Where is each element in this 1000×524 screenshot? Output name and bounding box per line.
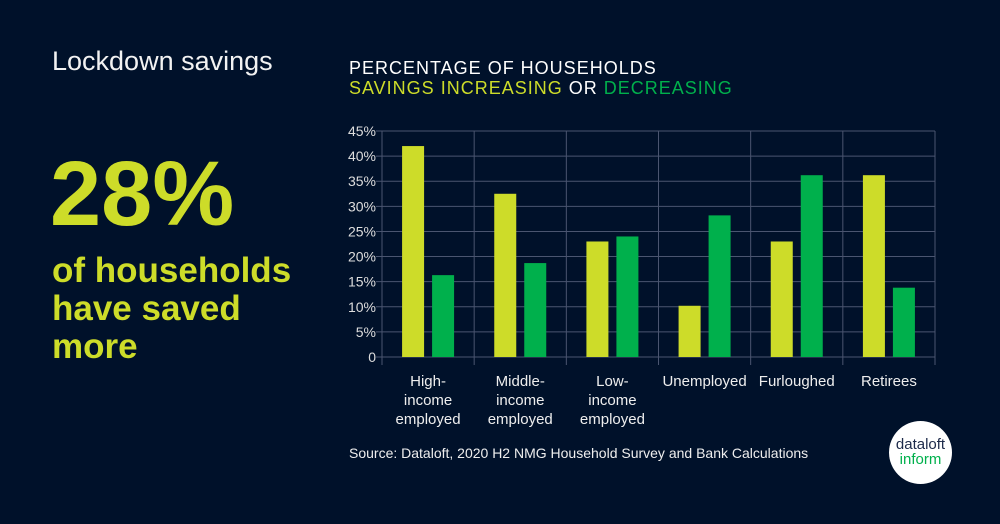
headline-stat: 28%	[50, 143, 235, 245]
legend-or: OR	[562, 78, 604, 98]
x-tick-label: employed	[396, 411, 461, 428]
y-tick-label: 40%	[348, 148, 376, 164]
bar-decreasing	[892, 287, 915, 357]
bar-increasing	[494, 193, 517, 357]
legend-decreasing: DECREASING	[603, 78, 733, 98]
bar-decreasing	[616, 236, 639, 357]
headline-subtitle: of households have saved more	[52, 251, 292, 366]
bar-decreasing	[708, 215, 731, 357]
x-tick-label: Unemployed	[662, 373, 746, 390]
x-tick-label: employed	[488, 411, 553, 428]
y-tick-label: 10%	[348, 299, 376, 315]
bar-decreasing	[432, 275, 455, 357]
x-tick-label: income	[404, 392, 452, 409]
bar-increasing	[586, 241, 609, 357]
y-tick-label: 30%	[348, 198, 376, 214]
chart-subtitle: SAVINGS INCREASING OR DECREASING	[349, 78, 733, 99]
bar-increasing	[770, 241, 793, 357]
logo-line2: inform	[899, 451, 942, 468]
y-tick-label: 0	[368, 349, 376, 365]
y-tick-label: 5%	[356, 324, 376, 340]
y-tick-label: 35%	[348, 173, 376, 189]
x-tick-label: income	[496, 392, 544, 409]
x-tick-label: Middle-	[496, 373, 545, 390]
y-tick-label: 25%	[348, 223, 376, 239]
x-tick-label: employed	[580, 411, 645, 428]
bar-increasing	[678, 305, 701, 357]
logo-line1: dataloft	[895, 436, 946, 453]
x-tick-label: Retirees	[861, 373, 917, 390]
legend-increasing: SAVINGS INCREASING	[349, 78, 563, 98]
chart-title: PERCENTAGE OF HOUSEHOLDS	[349, 58, 657, 78]
y-tick-label: 20%	[348, 249, 376, 265]
x-tick-label: High-	[410, 373, 446, 390]
page-title: Lockdown savings	[52, 46, 273, 76]
source-note: Source: Dataloft, 2020 H2 NMG Household …	[349, 445, 809, 461]
x-tick-label: Furloughed	[759, 373, 835, 390]
bar-increasing	[402, 146, 425, 357]
bar-decreasing	[800, 175, 823, 357]
x-tick-label: Low-	[596, 373, 629, 390]
y-tick-label: 15%	[348, 274, 376, 290]
x-tick-label: income	[588, 392, 636, 409]
bar-decreasing	[524, 263, 547, 357]
y-tick-label: 45%	[348, 123, 376, 139]
bar-increasing	[862, 175, 885, 357]
dataloft-logo: dataloft inform	[889, 421, 952, 484]
